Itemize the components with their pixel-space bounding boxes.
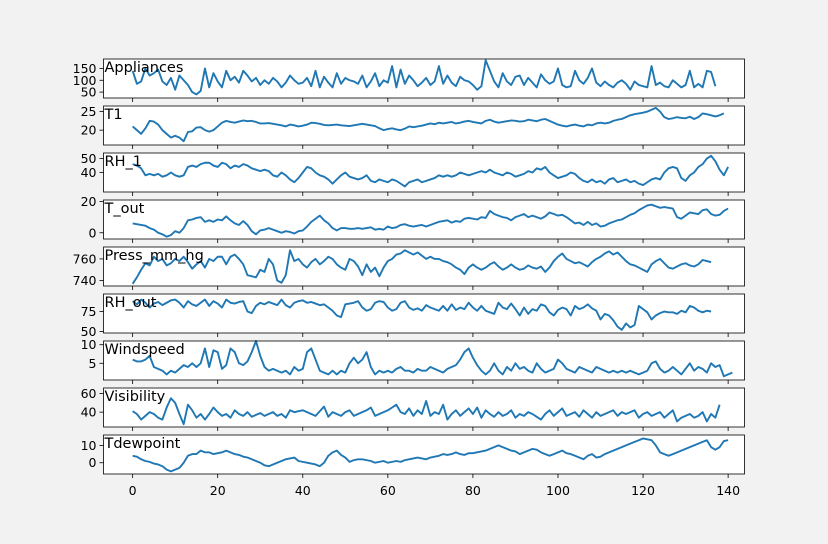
y-tick-label: 40 bbox=[81, 165, 97, 180]
series-line bbox=[131, 59, 717, 96]
x-tick-label: 100 bbox=[546, 483, 570, 498]
y-tick-label: 50 bbox=[81, 324, 97, 339]
panel-title: Appliances bbox=[105, 60, 184, 76]
panel-frame bbox=[103, 199, 745, 240]
y-tick-label: 25 bbox=[81, 104, 97, 119]
panel-frame bbox=[103, 58, 745, 99]
panel-title: T_out bbox=[104, 201, 145, 217]
panel-rh-out: 50 75 RH_out bbox=[81, 293, 745, 339]
panel-t-out: 0 20 T_out bbox=[81, 194, 745, 243]
series-line bbox=[131, 249, 712, 285]
panel-frame bbox=[103, 387, 745, 428]
panel-title: Press_mm_hg bbox=[105, 248, 204, 264]
y-tick-label: 10 bbox=[81, 438, 97, 453]
panel-background bbox=[103, 341, 745, 380]
series-line bbox=[132, 154, 729, 188]
y-tick-label: 20 bbox=[81, 194, 97, 209]
panel-title: RH_out bbox=[105, 295, 157, 311]
series-line bbox=[132, 437, 729, 473]
y-tick-label: 100 bbox=[73, 73, 97, 88]
y-tick-label: 5 bbox=[89, 356, 97, 371]
y-tick-label: 760 bbox=[73, 251, 97, 266]
y-tick-label: 0 bbox=[89, 455, 97, 470]
panel-frame bbox=[103, 434, 745, 475]
panel-t1: 20 25 T1 bbox=[81, 104, 745, 149]
panel-background bbox=[103, 200, 745, 239]
panel-background bbox=[103, 59, 745, 98]
panel-background bbox=[103, 153, 745, 192]
y-tick-label: 75 bbox=[81, 304, 97, 319]
series-line bbox=[132, 397, 721, 426]
y-tick-label: 0 bbox=[89, 225, 97, 240]
x-axis-labels: 0 20 40 60 80 100 120 140 bbox=[129, 483, 740, 498]
panel-frame bbox=[103, 105, 745, 146]
panel-frame bbox=[103, 246, 745, 287]
panel-title: T1 bbox=[104, 107, 123, 123]
panel-title: Visibility bbox=[105, 389, 166, 405]
y-tick-label: 150 bbox=[73, 61, 97, 76]
panel-press-mm-hg: 740 760 Press_mm_hg bbox=[73, 246, 745, 290]
panel-frame bbox=[103, 293, 745, 334]
series-line bbox=[132, 298, 712, 331]
x-tick-label: 120 bbox=[631, 483, 655, 498]
y-tick-label: 740 bbox=[73, 273, 97, 288]
y-tick-label: 50 bbox=[81, 151, 97, 166]
x-tick-label: 0 bbox=[129, 483, 137, 498]
panel-title: Tdewpoint bbox=[104, 436, 181, 452]
panel-title: RH_1 bbox=[105, 154, 142, 170]
x-tick-label: 20 bbox=[210, 483, 226, 498]
panel-visibility: 40 60 Visibility bbox=[81, 386, 745, 431]
panel-background bbox=[103, 435, 745, 474]
x-tick-label: 80 bbox=[465, 483, 481, 498]
x-tick-label: 40 bbox=[295, 483, 311, 498]
y-tick-label: 50 bbox=[81, 85, 97, 100]
panel-tdewpoint: 0 10 Tdewpoint bbox=[81, 434, 745, 478]
panel-frame bbox=[103, 340, 745, 381]
series-line bbox=[132, 203, 729, 238]
panel-title: Windspeed bbox=[105, 342, 185, 358]
x-tick-label: 60 bbox=[380, 483, 396, 498]
series-line bbox=[132, 340, 733, 378]
x-tick-label: 140 bbox=[716, 483, 740, 498]
y-tick-label: 10 bbox=[81, 337, 97, 352]
series-line bbox=[132, 106, 725, 143]
y-tick-label: 20 bbox=[81, 123, 97, 138]
y-tick-label: 60 bbox=[81, 386, 97, 401]
panel-windspeed: 5 10 Windspeed bbox=[81, 337, 745, 384]
y-tick-label: 40 bbox=[81, 405, 97, 420]
